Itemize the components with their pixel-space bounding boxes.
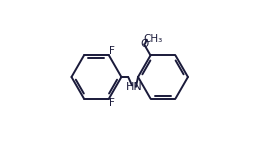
- Text: F: F: [109, 46, 115, 56]
- Text: CH₃: CH₃: [143, 34, 162, 44]
- Text: HN: HN: [125, 82, 142, 92]
- Text: O: O: [140, 39, 148, 49]
- Text: F: F: [109, 98, 115, 108]
